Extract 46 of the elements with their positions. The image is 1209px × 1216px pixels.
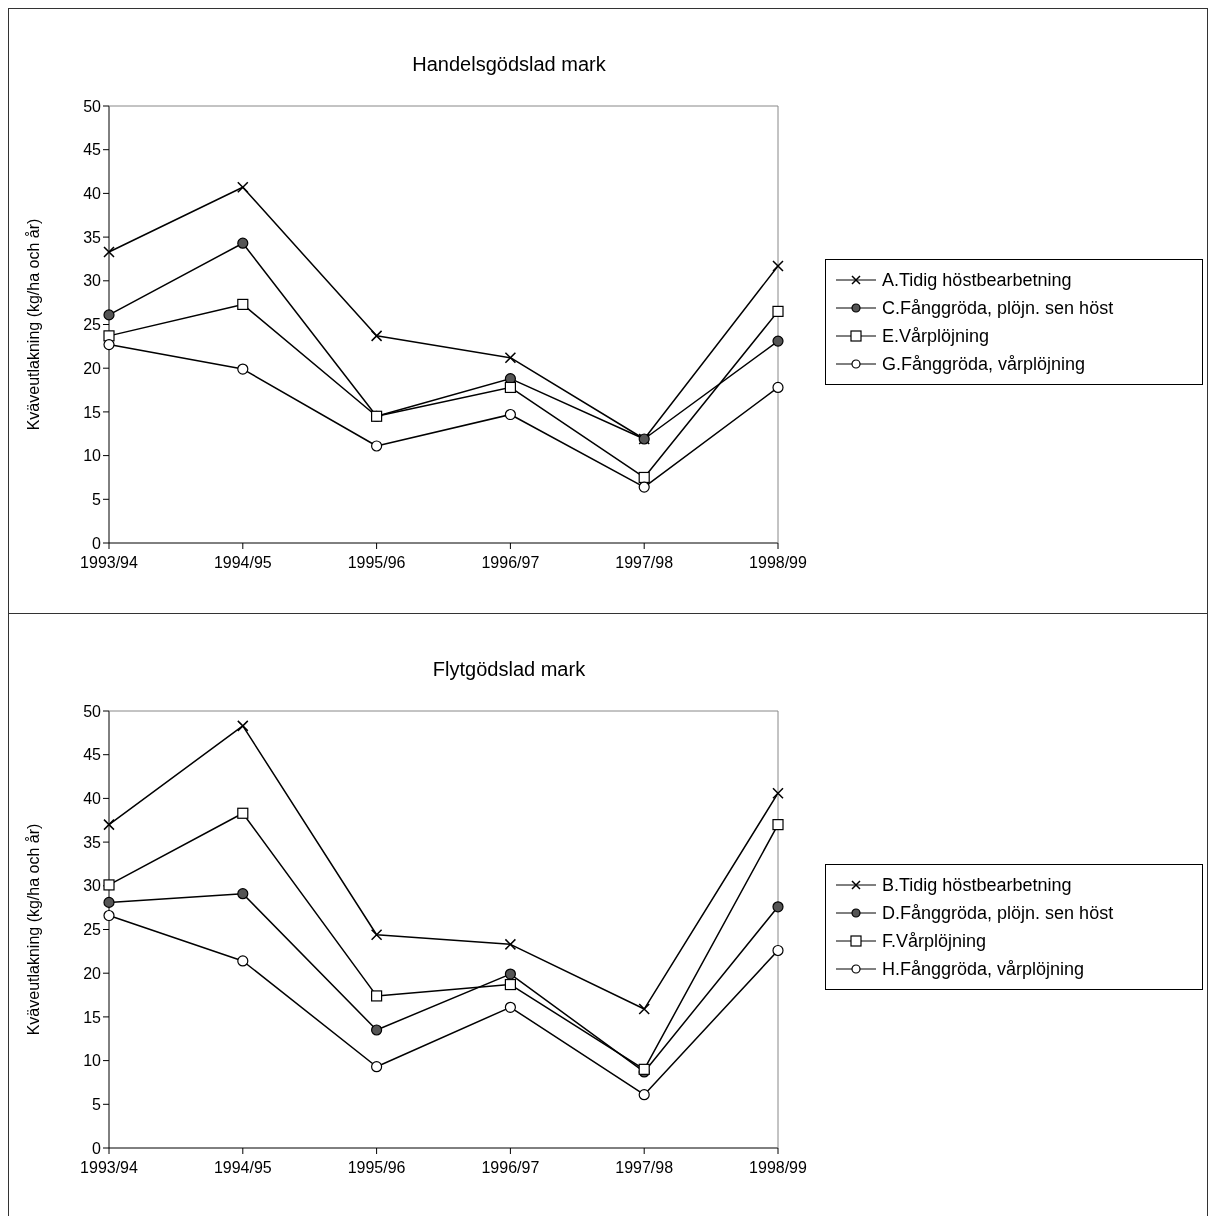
y-tick-label: 10 [83,1052,102,1070]
legend-label: D.Fånggröda, plöjn. sen höst [882,902,1114,925]
y-tick-label: 50 [83,97,102,115]
y-axis-title: Kväveutlakning (kg/ha och år) [24,823,42,1036]
x-tick-label: 1997/98 [615,1159,674,1177]
y-tick-label: 30 [83,877,102,895]
y-tick-label: 5 [92,490,102,508]
y-tick-label: 25 [83,921,102,939]
legend-label: B.Tidig höstbearbetning [882,874,1072,897]
chart-title: Flytgödslad mark [431,657,587,682]
y-tick-label: 25 [83,316,102,334]
legend-label: H.Fånggröda, vårplöjning [882,958,1085,981]
legend-label: F.Vårplöjning [882,930,987,953]
legend-label: C.Fånggröda, plöjn. sen höst [882,297,1114,320]
x-tick-label: 1993/94 [80,1159,139,1177]
y-axis-title: Kväveutlakning (kg/ha och år) [24,218,42,431]
x-tick-label: 1995/96 [347,1159,406,1177]
x-tick-label: 1998/99 [749,1159,808,1177]
x-tick-label: 1997/98 [615,554,674,572]
x-tick-label: 1996/97 [481,1159,540,1177]
y-tick-label: 45 [83,141,102,159]
x-tick-label: 1994/95 [213,554,272,572]
y-tick-label: 5 [92,1095,102,1113]
y-tick-label: 40 [83,790,102,808]
y-tick-label: 45 [83,746,102,764]
y-tick-label: 50 [83,702,102,720]
x-tick-label: 1995/96 [347,554,406,572]
y-tick-label: 20 [83,359,102,377]
y-tick-label: 15 [83,403,102,421]
y-tick-label: 10 [83,447,102,465]
y-tick-label: 35 [83,833,102,851]
y-tick-label: 30 [83,272,102,290]
legend-label: G.Fånggröda, vårplöjning [882,353,1086,376]
y-tick-label: 15 [83,1008,102,1026]
chart-title: Handelsgödslad mark [411,52,607,77]
x-tick-label: 1996/97 [481,554,540,572]
y-tick-label: 0 [92,534,102,552]
legend-label: A.Tidig höstbearbetning [882,269,1072,292]
y-tick-label: 20 [83,964,102,982]
x-tick-label: 1998/99 [749,554,808,572]
y-tick-label: 0 [92,1139,102,1157]
y-tick-label: 40 [83,185,102,203]
x-tick-label: 1993/94 [80,554,139,572]
x-tick-label: 1994/95 [213,1159,272,1177]
y-tick-label: 35 [83,228,102,246]
legend-label: E.Vårplöjning [882,325,990,348]
